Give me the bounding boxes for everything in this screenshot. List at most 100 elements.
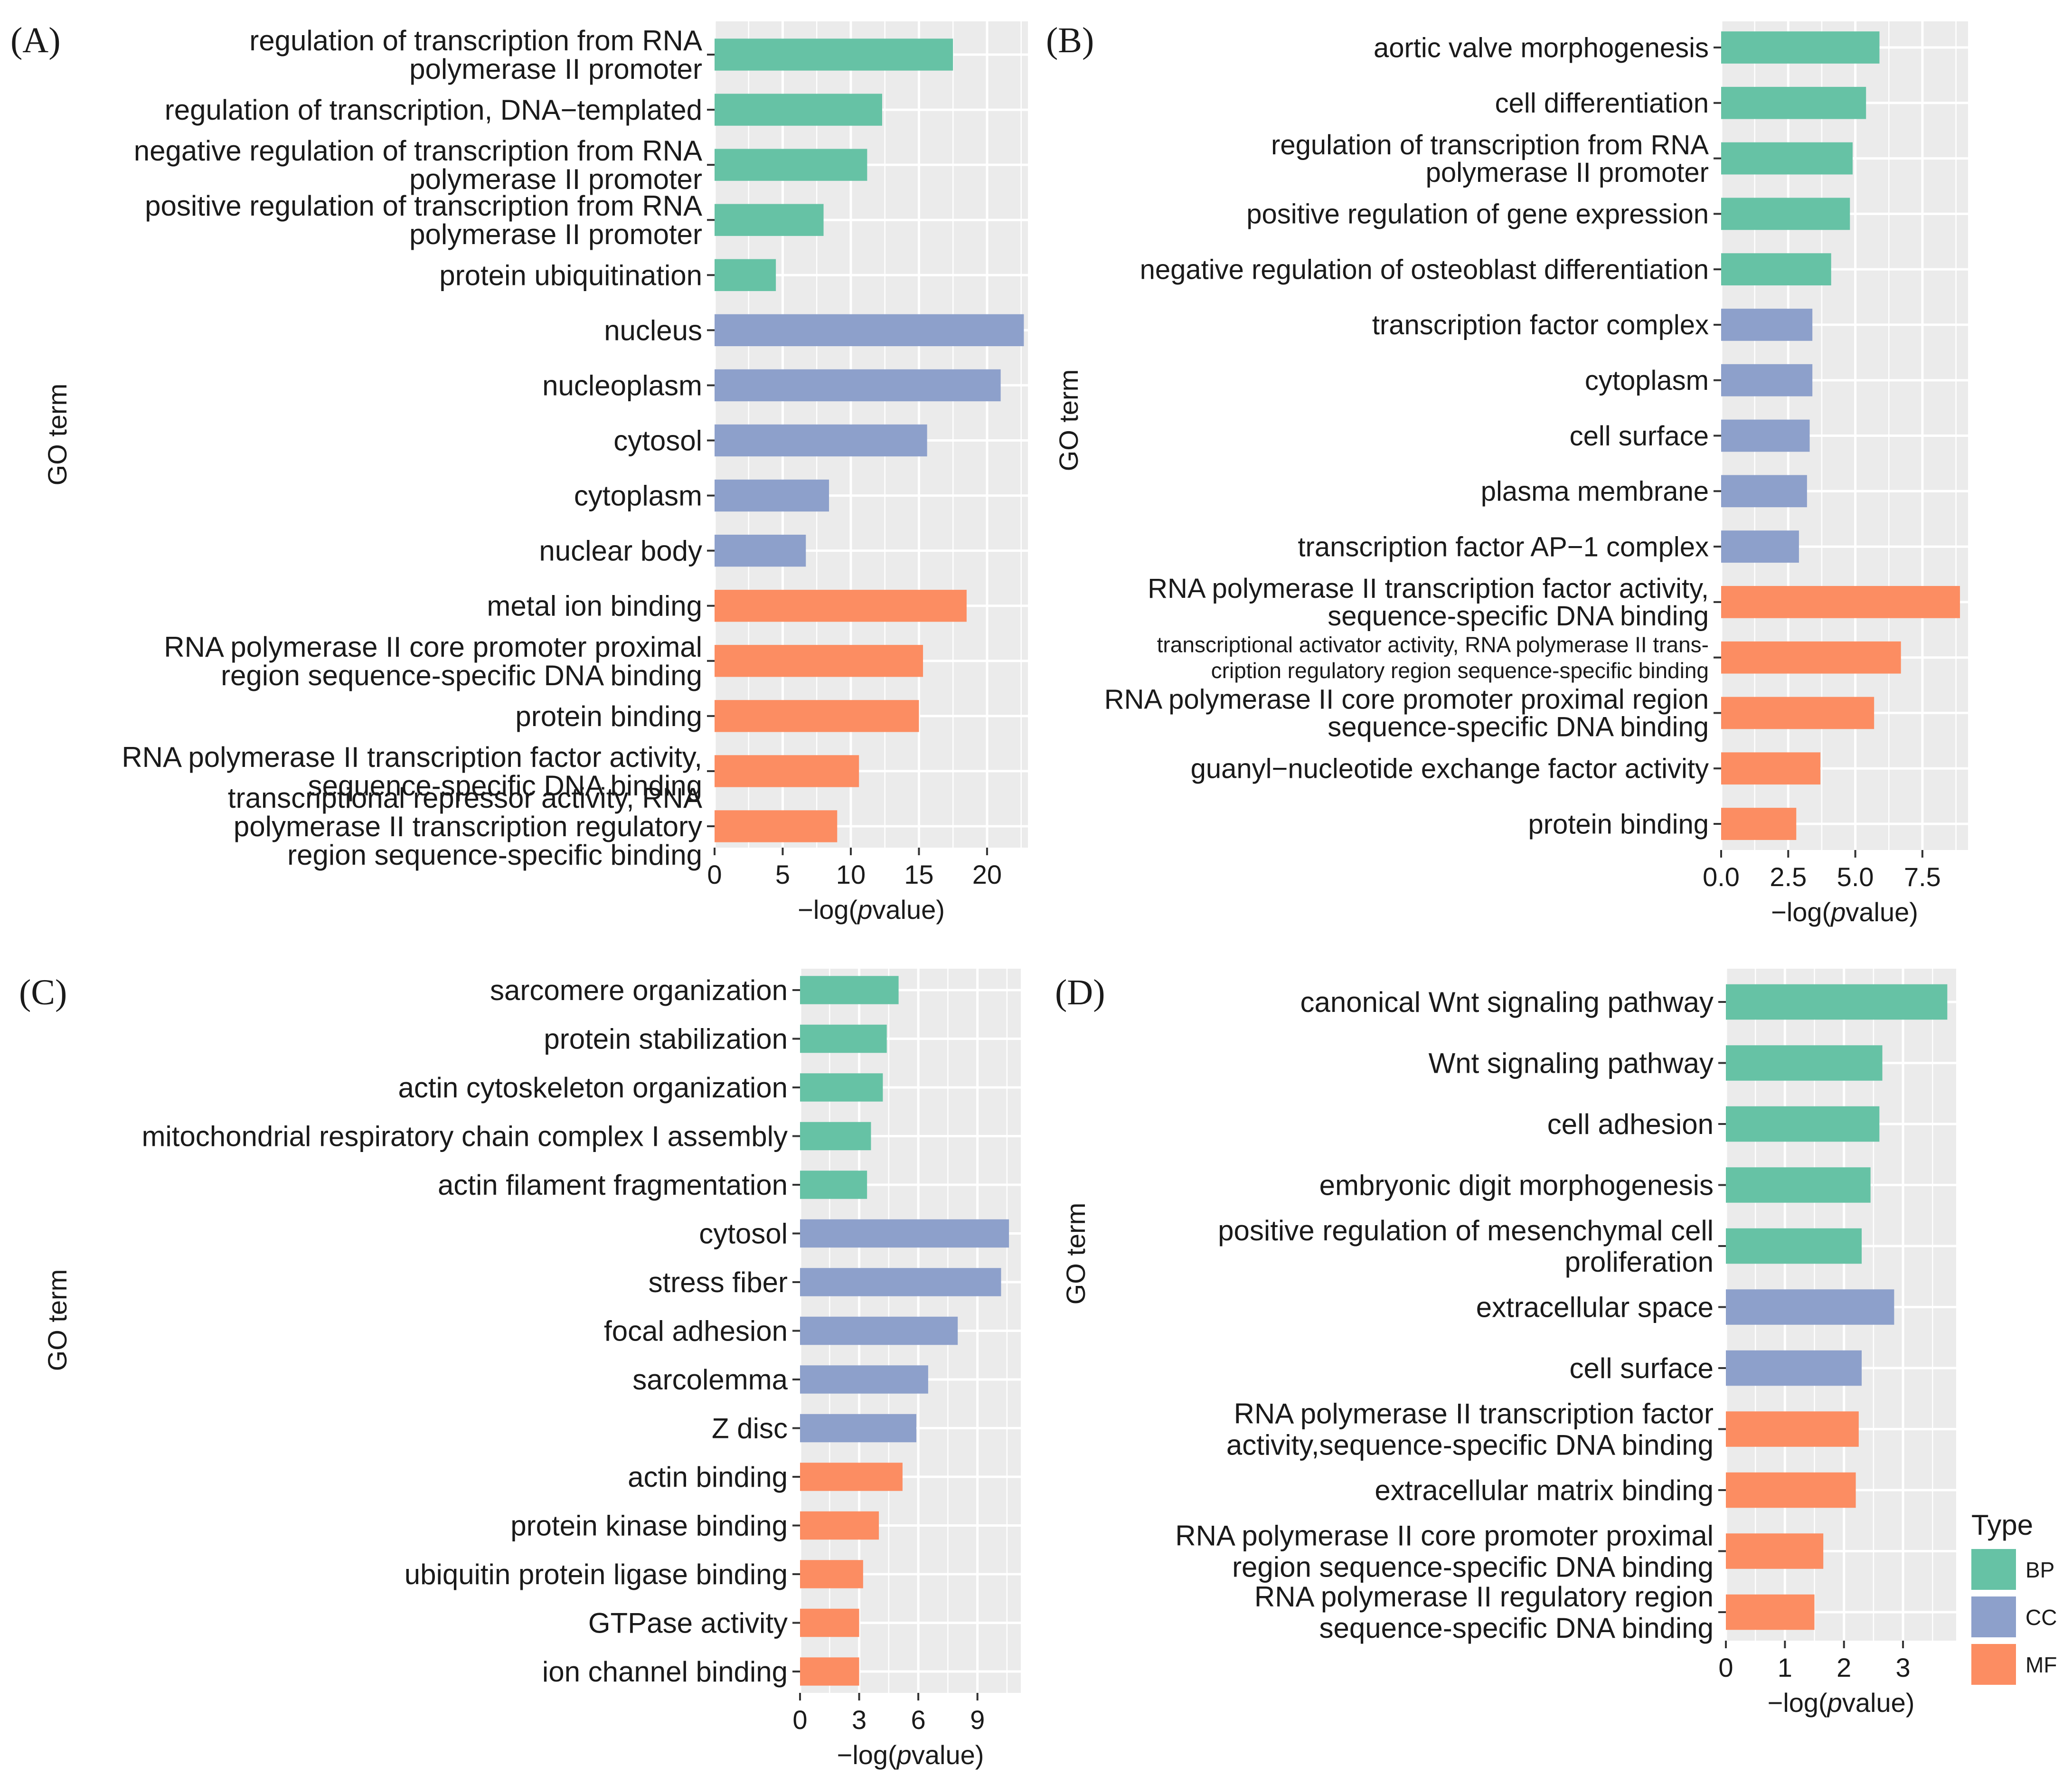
- category-label: region sequence-specific DNA binding: [1232, 1551, 1714, 1583]
- category-label: actin filament fragmentation: [438, 1169, 788, 1201]
- category-label: regulation of transcription from RNA: [1271, 130, 1709, 161]
- category-label: regulation of transcription, DNA−templat…: [165, 94, 702, 126]
- bar-cc: [1726, 1289, 1894, 1325]
- x-axis-title: −log(pvalue): [1771, 897, 1918, 927]
- bar-bp: [1726, 1228, 1862, 1264]
- bar-mf: [800, 1608, 859, 1637]
- category-label: actin binding: [628, 1461, 788, 1493]
- category-label: metal ion binding: [487, 590, 702, 622]
- x-tick-label: 2: [1837, 1653, 1851, 1682]
- bar-bp: [1726, 984, 1948, 1020]
- x-tick-label: 15: [904, 859, 933, 889]
- y-axis-title: GO term: [42, 1269, 72, 1371]
- bar-bp: [715, 94, 882, 126]
- bar-bp: [715, 259, 776, 291]
- category-label: nucleus: [604, 314, 702, 346]
- x-tick-label: 2.5: [1770, 862, 1807, 892]
- x-tick-label: 9: [970, 1705, 985, 1735]
- bar-bp: [1721, 198, 1850, 230]
- bar-cc: [800, 1316, 958, 1345]
- bar-cc: [1721, 419, 1810, 452]
- x-tick-label: 0: [1718, 1653, 1733, 1682]
- legend-swatch-mf: [1971, 1644, 2016, 1685]
- bar-bp: [1721, 31, 1880, 64]
- bar-cc: [1721, 364, 1813, 397]
- category-label: protein kinase binding: [510, 1510, 788, 1542]
- category-label: mitochondrial respiratory chain complex …: [141, 1121, 788, 1152]
- category-label: negative regulation of transcription fro…: [134, 135, 702, 167]
- bar-cc: [800, 1219, 1009, 1248]
- category-label: cell surface: [1570, 421, 1709, 452]
- bar-cc: [1721, 475, 1807, 508]
- x-tick-label: 0.0: [1703, 862, 1740, 892]
- category-label: extracellular matrix binding: [1375, 1474, 1714, 1506]
- bar-mf: [715, 810, 838, 842]
- bar-cc: [1726, 1350, 1862, 1386]
- legend-label-cc: CC: [2025, 1605, 2057, 1630]
- category-label: protein stabilization: [544, 1023, 788, 1055]
- category-label: sequence-specific DNA binding: [308, 770, 702, 802]
- category-label: region sequence-specific DNA binding: [221, 660, 702, 691]
- category-label: cell adhesion: [1547, 1108, 1714, 1140]
- bar-mf: [715, 700, 919, 732]
- panel-b: aortic valve morphogenesis cell different…: [1046, 20, 1968, 927]
- bar-cc: [715, 424, 927, 457]
- bar-cc: [800, 1414, 916, 1443]
- x-tick-label: 3: [1895, 1653, 1910, 1682]
- bar-bp: [715, 149, 867, 181]
- legend-label-bp: BP: [2025, 1558, 2054, 1582]
- bar-bp: [1726, 1045, 1883, 1081]
- category-label: stress fiber: [649, 1266, 788, 1298]
- category-label: positive regulation of mesenchymal cell: [1218, 1215, 1714, 1247]
- bar-bp: [1726, 1167, 1871, 1203]
- category-label: RNA polymerase II core promoter proximal: [164, 631, 702, 663]
- legend-title: Type: [1971, 1509, 2033, 1541]
- category-label: negative regulation of osteoblast differ…: [1140, 254, 1709, 285]
- bar-cc: [1721, 309, 1813, 341]
- panel-d: canonical Wnt signaling pathway Wnt signa…: [1055, 969, 1956, 1718]
- category-label: cytoplasm: [1585, 365, 1709, 396]
- category-label: transcription factor AP−1 complex: [1298, 531, 1709, 562]
- category-label: ion channel binding: [542, 1656, 788, 1688]
- category-label: transcription factor complex: [1372, 310, 1709, 340]
- category-label: regulation of transcription from RNA: [249, 25, 702, 57]
- category-label: nuclear body: [539, 535, 702, 567]
- category-label: positive regulation of transcription fro…: [145, 190, 702, 222]
- category-label: RNA polymerase II regulatory region: [1254, 1581, 1714, 1613]
- bar-mf: [715, 645, 923, 677]
- category-label: RNA polymerase II transcription factor: [1234, 1398, 1714, 1430]
- bar-mf: [1721, 641, 1901, 674]
- panel-letter: (B): [1046, 20, 1094, 60]
- category-label: polymerase II transcription regulatory: [234, 811, 702, 842]
- category-label: focal adhesion: [604, 1315, 788, 1347]
- panel-letter: (D): [1055, 973, 1105, 1012]
- category-label: RNA polymerase II core promoter proximal…: [1104, 684, 1709, 715]
- x-tick-label: 7.5: [1904, 862, 1941, 892]
- bar-bp: [800, 1122, 871, 1151]
- category-label: actin cytoskeleton organization: [398, 1072, 788, 1104]
- category-label: cytoplasm: [574, 480, 702, 512]
- category-label: cell differentiation: [1495, 88, 1709, 119]
- panel-c: sarcomere organization protein stabilizat…: [19, 969, 1021, 1770]
- category-label: protein binding: [515, 700, 702, 732]
- category-label: plasma membrane: [1481, 476, 1709, 507]
- x-axis-title: −log(pvalue): [837, 1740, 984, 1770]
- x-tick-label: 0: [792, 1705, 807, 1735]
- category-label: region sequence-specific binding: [287, 839, 702, 871]
- bar-mf: [800, 1463, 903, 1491]
- category-label: polymerase II promoter: [409, 218, 702, 250]
- category-label: sequence-specific DNA binding: [1328, 601, 1709, 632]
- category-label: polymerase II promoter: [409, 53, 702, 85]
- category-label: cell surface: [1570, 1352, 1714, 1384]
- category-label: sarcomere organization: [490, 974, 788, 1006]
- category-label: ubiquitin protein ligase binding: [405, 1558, 788, 1590]
- bar-mf: [1721, 808, 1797, 840]
- panel-letter: (A): [10, 20, 61, 60]
- category-label: cription regulatory region sequence-spec…: [1211, 658, 1709, 683]
- bar-bp: [800, 1024, 887, 1053]
- category-label: activity,sequence-specific DNA binding: [1226, 1429, 1714, 1461]
- bar-bp: [715, 204, 824, 236]
- category-label: RNA polymerase II transcription factor a…: [1148, 573, 1709, 604]
- bar-mf: [1726, 1533, 1824, 1569]
